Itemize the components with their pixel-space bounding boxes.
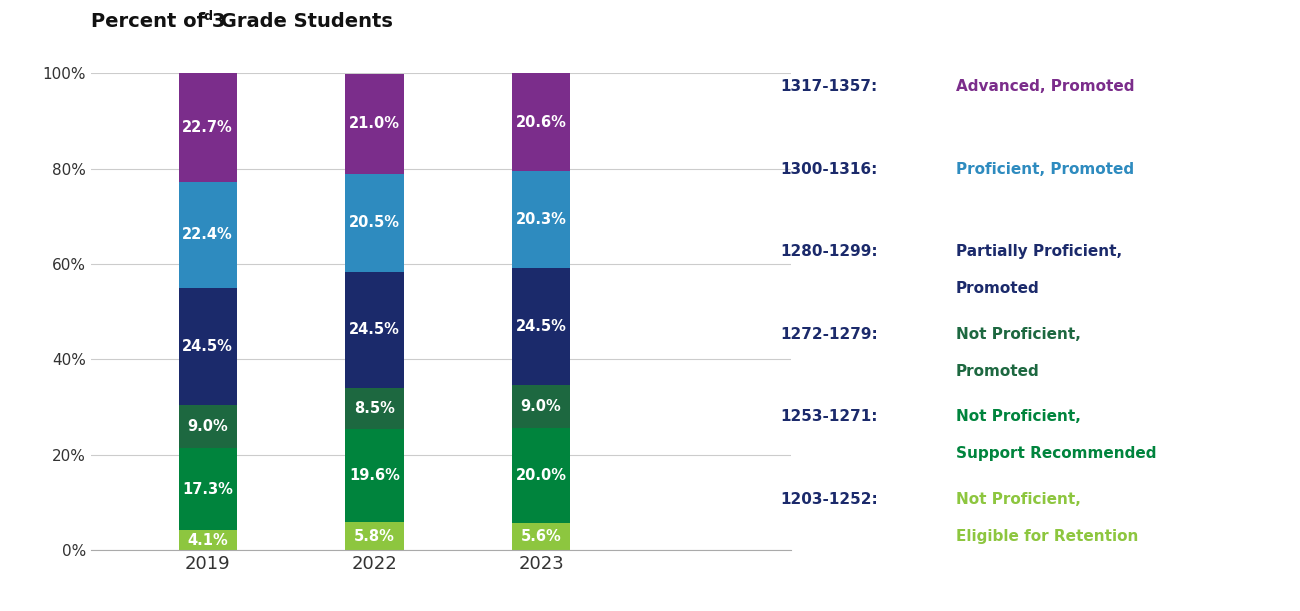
Bar [346,74,403,174]
Bar [512,172,571,268]
Bar [346,271,403,389]
Text: 8.5%: 8.5% [354,401,395,416]
Text: 1253-1271:: 1253-1271: [780,409,878,425]
Text: Not Proficient,: Not Proficient, [956,492,1080,507]
Text: 1300-1316:: 1300-1316: [780,162,878,177]
Bar [346,174,403,271]
Bar [512,385,571,428]
Text: Support Recommended: Support Recommended [956,446,1156,461]
Text: 5.6%: 5.6% [521,529,562,544]
Text: 1280-1299:: 1280-1299: [780,244,878,260]
Text: Promoted: Promoted [956,364,1039,379]
Text: 21.0%: 21.0% [348,116,400,131]
Bar [178,530,237,550]
Text: Eligible for Retention: Eligible for Retention [956,529,1138,544]
Text: 9.0%: 9.0% [521,399,562,414]
Text: Advanced, Promoted: Advanced, Promoted [956,79,1134,95]
Text: Not Proficient,: Not Proficient, [956,409,1080,425]
Text: 1317-1357:: 1317-1357: [780,79,878,95]
Bar [178,73,237,181]
Bar [512,268,571,385]
Text: Grade Students: Grade Students [214,12,394,31]
Text: rd: rd [198,10,213,23]
Bar [178,405,237,448]
Text: Percent of 3: Percent of 3 [91,12,225,31]
Text: Promoted: Promoted [956,281,1039,296]
Text: 22.7%: 22.7% [182,120,233,135]
Bar [512,428,571,523]
Text: Not Proficient,: Not Proficient, [956,327,1080,342]
Text: 24.5%: 24.5% [516,319,567,334]
Text: 19.6%: 19.6% [348,468,400,483]
Text: 9.0%: 9.0% [187,419,228,434]
Text: 20.0%: 20.0% [516,468,567,483]
Text: Partially Proficient,: Partially Proficient, [956,244,1122,260]
Text: 1272-1279:: 1272-1279: [780,327,878,342]
Text: 20.5%: 20.5% [348,215,400,230]
Bar [178,181,237,288]
Bar [512,73,571,172]
Text: 22.4%: 22.4% [182,227,233,243]
Text: 20.3%: 20.3% [516,213,567,227]
Text: 20.6%: 20.6% [516,115,567,130]
Bar [346,429,403,522]
Bar [346,522,403,550]
Bar [178,288,237,405]
Bar [178,448,237,530]
Bar [346,389,403,429]
Bar [512,523,571,550]
Text: 5.8%: 5.8% [354,529,395,544]
Text: 24.5%: 24.5% [182,339,233,354]
Text: 17.3%: 17.3% [182,481,233,497]
Text: Proficient, Promoted: Proficient, Promoted [956,162,1134,177]
Text: 4.1%: 4.1% [187,533,228,547]
Text: 24.5%: 24.5% [348,323,400,337]
Text: 1203-1252:: 1203-1252: [780,492,878,507]
